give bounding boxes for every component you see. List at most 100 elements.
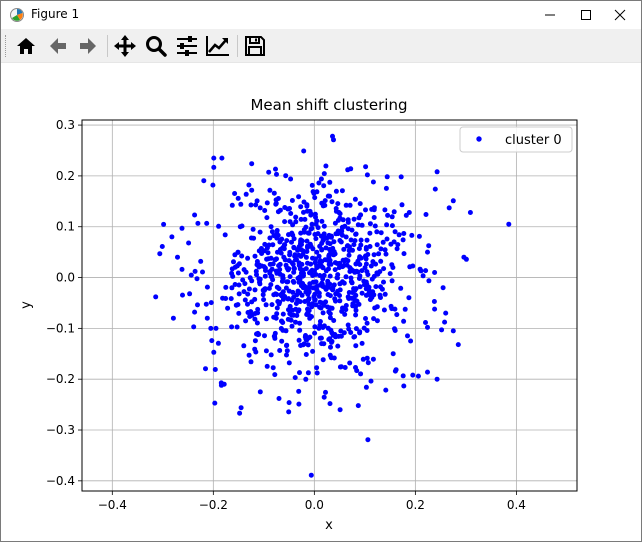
data-point <box>323 163 329 169</box>
data-point <box>381 266 387 272</box>
data-point <box>394 246 400 252</box>
data-point <box>192 268 198 274</box>
figure-canvas[interactable]: −0.4 −0.2 0.0 0.2 0.4 0.3 0.2 0.1 0.0 −0.1 −0.2 −0.… <box>1 63 641 541</box>
legend[interactable]: cluster 0 <box>459 126 573 153</box>
data-point <box>316 180 322 186</box>
data-point <box>407 264 413 270</box>
data-point <box>335 343 341 349</box>
data-point <box>343 202 349 208</box>
data-point <box>349 227 355 233</box>
data-point <box>434 376 440 382</box>
back-button[interactable] <box>44 32 72 60</box>
data-point <box>249 299 255 305</box>
data-point <box>374 318 380 324</box>
toolbar-grip[interactable] <box>5 35 8 57</box>
data-point <box>277 267 283 272</box>
data-point <box>401 383 407 389</box>
data-point <box>231 259 236 265</box>
data-point <box>261 264 267 270</box>
data-point <box>343 274 349 280</box>
data-point <box>254 198 260 204</box>
data-point <box>352 196 358 202</box>
legend-marker <box>476 136 482 142</box>
data-point <box>273 166 278 172</box>
data-point <box>200 269 205 275</box>
data-point <box>279 338 285 344</box>
data-point <box>357 262 363 267</box>
data-point <box>195 220 201 226</box>
home-button[interactable] <box>12 32 40 60</box>
data-point <box>340 217 346 223</box>
data-point <box>262 273 268 279</box>
chart-title: Mean shift clustering <box>250 96 407 114</box>
zoom-button[interactable] <box>142 32 170 60</box>
pan-button[interactable] <box>111 32 139 60</box>
data-point <box>327 179 333 185</box>
data-point <box>335 275 340 281</box>
subplots-button[interactable] <box>173 32 201 60</box>
data-point <box>328 344 333 350</box>
minimize-button[interactable] <box>527 1 573 29</box>
data-point <box>290 261 296 267</box>
data-point <box>289 312 295 318</box>
data-point <box>391 239 397 245</box>
axes-edit-icon <box>206 36 229 56</box>
data-point <box>288 211 294 216</box>
data-point <box>308 211 314 217</box>
data-point <box>353 312 359 318</box>
data-point <box>371 292 377 298</box>
data-point <box>221 381 227 387</box>
data-point <box>326 254 332 260</box>
save-button[interactable] <box>241 32 269 60</box>
data-point <box>357 201 363 207</box>
data-point <box>359 340 365 346</box>
data-point <box>321 237 327 243</box>
data-point <box>307 315 313 321</box>
data-point <box>297 327 303 333</box>
data-point <box>230 273 236 279</box>
data-point <box>285 206 291 212</box>
data-point <box>248 202 254 208</box>
data-point <box>352 238 358 244</box>
data-point <box>277 261 283 267</box>
y-tick-label: 0.2 <box>56 169 75 183</box>
data-point <box>357 284 363 290</box>
data-point <box>306 297 312 303</box>
data-point <box>297 320 303 326</box>
data-point <box>363 164 369 170</box>
data-point <box>358 242 364 248</box>
data-point <box>392 368 398 374</box>
data-point <box>402 306 408 312</box>
data-point <box>423 212 429 217</box>
data-point <box>340 257 346 263</box>
data-point <box>179 266 185 272</box>
data-point <box>392 328 398 333</box>
data-point <box>243 191 249 197</box>
data-point <box>312 324 318 330</box>
data-point <box>389 223 395 229</box>
forward-icon <box>80 38 96 54</box>
data-point <box>320 310 326 316</box>
data-point <box>439 327 445 333</box>
data-point <box>297 370 302 376</box>
data-point <box>337 293 342 298</box>
data-point <box>203 366 208 372</box>
data-point <box>287 303 293 309</box>
data-point <box>286 409 292 415</box>
maximize-button[interactable] <box>563 1 609 29</box>
data-point <box>267 235 273 241</box>
forward-button[interactable] <box>74 32 102 60</box>
data-point <box>395 242 401 248</box>
data-point <box>376 251 382 257</box>
data-point <box>337 211 343 217</box>
data-point <box>209 338 215 344</box>
data-point <box>268 352 274 358</box>
data-point <box>378 230 384 236</box>
edit-axes-button[interactable] <box>204 32 232 60</box>
data-point <box>366 284 372 290</box>
data-point <box>325 193 331 199</box>
close-button[interactable] <box>597 1 642 29</box>
data-point <box>310 348 316 354</box>
title-bar[interactable]: Figure 1 <box>1 1 641 29</box>
data-point <box>398 285 404 291</box>
